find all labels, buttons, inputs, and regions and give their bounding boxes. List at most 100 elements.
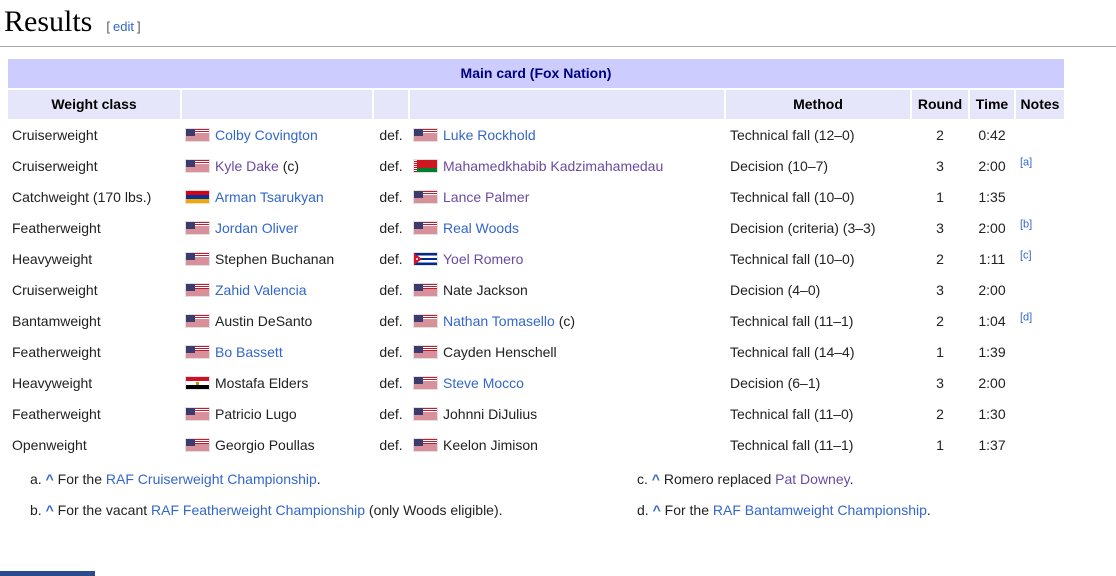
- fighter-winner-name: Patricio Lugo: [215, 406, 297, 422]
- fighter-winner-cell: Arman Tsarukyan: [182, 183, 372, 212]
- flag-icon-united-states: [414, 315, 437, 327]
- round-cell: 2: [936, 127, 944, 143]
- edit-bracket-open: [: [106, 19, 110, 34]
- edit-section: [edit]: [106, 19, 140, 34]
- note-ref-link-a[interactable]: [a]: [1020, 156, 1033, 169]
- col-header-def: [374, 90, 408, 119]
- col-header-time: Time: [970, 90, 1014, 119]
- time-cell: 2:00: [978, 220, 1006, 236]
- footnote-backlink-caret[interactable]: ^: [45, 471, 54, 487]
- flag-icon-egypt: [186, 377, 209, 389]
- col-header-method: Method: [726, 90, 910, 119]
- fighter-winner-name[interactable]: Bo Bassett: [215, 344, 283, 360]
- footnote-label: d.: [637, 502, 653, 518]
- results-table-body: Cruiserweight Colby Covington def. Luke Roc…: [8, 121, 1064, 460]
- fighter-loser-name: Nate Jackson: [443, 282, 528, 298]
- footnote-backlink-caret[interactable]: ^: [45, 502, 54, 518]
- time-cell: 1:35: [978, 189, 1006, 205]
- def-cell: def.: [379, 282, 403, 298]
- flag-icon-united-states: [414, 408, 437, 420]
- fighter-winner-cell: Zahid Valencia: [182, 276, 372, 305]
- time-cell: 1:04: [978, 313, 1006, 329]
- champion-marker: (c): [278, 158, 300, 174]
- flag-icon-united-states: [186, 439, 209, 451]
- footnote-backlink-caret[interactable]: ^: [651, 471, 660, 487]
- fighter-loser-name[interactable]: Luke Rockhold: [443, 127, 536, 143]
- fighter-loser-name[interactable]: Mahamedkhabib Kadzimahamedau: [443, 158, 664, 174]
- notes-cell: [1016, 121, 1064, 150]
- result-row: Bantamweight Austin DeSanto def. Nathan Tom…: [8, 307, 1064, 336]
- fighter-winner-name[interactable]: Zahid Valencia: [215, 282, 307, 298]
- fighter-winner-name[interactable]: Colby Covington: [215, 127, 318, 143]
- note-ref-d: [d]: [1020, 311, 1032, 323]
- def-cell: def.: [379, 189, 403, 205]
- footnote-link[interactable]: RAF Cruiserweight Championship: [105, 471, 317, 487]
- notes-cell: [1016, 276, 1064, 305]
- col-header-fighter2: [410, 90, 724, 119]
- weight-class-cell: Featherweight: [12, 406, 101, 422]
- footnote-label: a.: [30, 471, 46, 487]
- note-ref-c: [c]: [1020, 249, 1032, 261]
- flag-icon-united-states: [186, 315, 209, 327]
- col-header-weight-class: Weight class: [8, 90, 180, 119]
- fighter-loser-name[interactable]: Nathan Tomasello: [443, 313, 555, 329]
- flag-icon-united-states: [414, 284, 437, 296]
- round-cell: 3: [936, 375, 944, 391]
- fighter-winner-name[interactable]: Arman Tsarukyan: [215, 189, 324, 205]
- col-header-round: Round: [912, 90, 968, 119]
- fighter-winner-name[interactable]: Kyle Dake: [215, 158, 279, 174]
- notes-cell: [1016, 400, 1064, 429]
- notes-cell: [1016, 183, 1064, 212]
- results-table: Main card (Fox Nation) Weight class Meth…: [6, 57, 1066, 462]
- footnote-link[interactable]: RAF Bantamweight Championship: [712, 502, 927, 518]
- def-cell: def.: [379, 344, 403, 360]
- champion-marker: (c): [554, 313, 576, 329]
- note-ref-a: [a]: [1020, 156, 1032, 168]
- fighter-winner-name[interactable]: Jordan Oliver: [215, 220, 299, 236]
- footnote-label: c.: [637, 471, 652, 487]
- edit-bracket-close: ]: [136, 19, 141, 34]
- fighter-loser-name[interactable]: Steve Mocco: [443, 375, 524, 391]
- footnotes-column-right: c. ^ Romero replaced Pat Downey. d. ^ For…: [607, 468, 1116, 530]
- fighter-loser-name[interactable]: Lance Palmer: [443, 189, 530, 205]
- edit-link[interactable]: edit: [112, 19, 134, 34]
- footnote-c: c. ^ Romero replaced Pat Downey.: [637, 468, 1116, 490]
- note-ref-link-c[interactable]: [c]: [1020, 249, 1032, 262]
- fighter-winner-name: Mostafa Elders: [215, 375, 309, 391]
- col-header-notes: Notes: [1016, 90, 1064, 119]
- def-cell: def.: [379, 158, 403, 174]
- footnote-text: (only Woods eligible).: [365, 502, 503, 518]
- fighter-winner-cell: Austin DeSanto: [182, 307, 372, 336]
- note-ref-link-d[interactable]: [d]: [1020, 311, 1033, 324]
- note-ref-link-b[interactable]: [b]: [1020, 218, 1033, 231]
- fighter-winner-cell: Colby Covington: [182, 121, 372, 150]
- result-row: Heavyweight Stephen Buchanan def. Yoel Rome…: [8, 245, 1064, 274]
- footnote-link[interactable]: RAF Featherweight Championship: [151, 502, 366, 518]
- weight-class-cell: Openweight: [12, 437, 87, 453]
- result-row: Heavyweight Mostafa Elders def. Steve Mocco…: [8, 369, 1064, 398]
- footnote-label: b.: [30, 502, 46, 518]
- fighter-loser-name[interactable]: Real Woods: [443, 220, 520, 236]
- fighter-loser-cell: Steve Mocco: [410, 369, 724, 398]
- method-cell: Technical fall (10–0): [730, 189, 855, 205]
- method-cell: Technical fall (11–1): [730, 437, 854, 453]
- notes-cell: [a]: [1016, 152, 1064, 181]
- weight-class-cell: Cruiserweight: [12, 282, 98, 298]
- fighter-loser-cell: Real Woods: [410, 214, 724, 243]
- fighter-loser-cell: Luke Rockhold: [410, 121, 724, 150]
- footnote-link[interactable]: Pat Downey: [775, 471, 850, 487]
- fighter-loser-name[interactable]: Yoel Romero: [443, 251, 524, 267]
- notes-cell: [1016, 431, 1064, 460]
- round-cell: 3: [936, 220, 944, 236]
- method-cell: Decision (4–0): [730, 282, 821, 298]
- weight-class-cell: Cruiserweight: [12, 127, 98, 143]
- fighter-loser-name: Keelon Jimison: [443, 437, 538, 453]
- footnote-backlink-caret[interactable]: ^: [652, 502, 661, 518]
- flag-icon-united-states: [414, 129, 437, 141]
- round-cell: 2: [936, 313, 944, 329]
- footnote-text: For the: [664, 502, 713, 518]
- fighter-loser-cell: Mahamedkhabib Kadzimahamedau: [410, 152, 724, 181]
- notes-cell: [1016, 369, 1064, 398]
- flag-icon-united-states: [186, 222, 209, 234]
- fighter-winner-name: Georgio Poullas: [215, 437, 315, 453]
